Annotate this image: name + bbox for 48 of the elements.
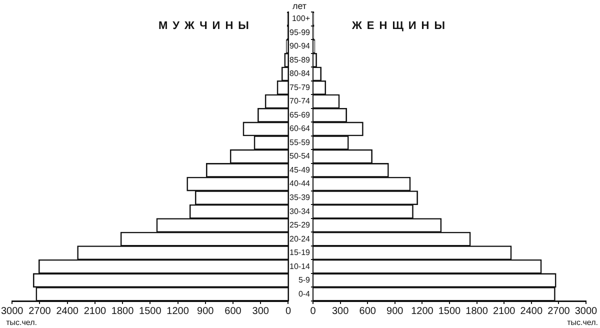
y-tick-label: 100+ bbox=[292, 14, 310, 24]
x-tick-label: 2400 bbox=[520, 306, 543, 317]
y-tick-label: 65-69 bbox=[290, 110, 311, 120]
text: ЖЕНЩИНЫ bbox=[350, 20, 450, 32]
x-tick-label: 2400 bbox=[56, 306, 79, 317]
y-tick-label: 80-84 bbox=[290, 69, 311, 78]
x-tick-label: 1500 bbox=[139, 306, 162, 317]
y-tick-label: 30-34 bbox=[290, 206, 311, 216]
x-tick-label: 600 bbox=[224, 306, 242, 317]
y-tick-label: 5-9 bbox=[298, 276, 311, 285]
y-tick-label: 20-24 bbox=[290, 234, 311, 244]
x-tick-label: 3000 bbox=[1, 306, 24, 317]
x-tick-label: 900 bbox=[386, 306, 404, 317]
y-tick-label: 45-49 bbox=[290, 165, 311, 174]
x-tick-label: 300 bbox=[332, 306, 350, 317]
y-tick-label: 55-59 bbox=[290, 138, 311, 147]
y-axis-title: лет bbox=[292, 0, 307, 11]
x-axis-title: тыс.чел. bbox=[567, 318, 598, 328]
y-tick-label: 40-44 bbox=[290, 179, 311, 188]
y-tick-label: 25-29 bbox=[290, 220, 311, 230]
x-tick-label: 1500 bbox=[438, 306, 462, 317]
y-tick-label: 35-39 bbox=[290, 192, 311, 202]
x-tick-label: 300 bbox=[252, 306, 270, 317]
x-tick-label: 3000 bbox=[574, 306, 598, 317]
x-tick-label: 0 bbox=[310, 306, 316, 317]
y-tick-label: 50-54 bbox=[290, 152, 311, 161]
y-tick-label: 95-99 bbox=[290, 28, 311, 37]
x-tick-label: 2100 bbox=[492, 306, 516, 317]
x-tick-label: 1800 bbox=[466, 306, 488, 317]
x-tick-label: 2700 bbox=[28, 306, 52, 317]
x-tick-label: 1200 bbox=[166, 306, 190, 317]
text: МУЖЧИНЫ bbox=[158, 20, 254, 32]
y-tick-label: 0-4 bbox=[298, 289, 311, 298]
x-tick-label: 600 bbox=[359, 306, 376, 317]
y-tick-label: 15-19 bbox=[290, 248, 311, 258]
y-tick-label: 85-89 bbox=[290, 55, 311, 64]
y-tick-label: 10-14 bbox=[290, 262, 311, 271]
y-tick-label: 75-79 bbox=[290, 82, 311, 92]
x-tick-label: 0 bbox=[285, 306, 292, 317]
y-tick-label: 70-74 bbox=[290, 96, 311, 106]
x-tick-label: 1200 bbox=[411, 306, 434, 317]
y-tick-label: 60-64 bbox=[290, 124, 311, 134]
x-tick-label: 900 bbox=[197, 306, 214, 317]
x-tick-label: 2700 bbox=[548, 306, 570, 317]
x-tick-label: 2100 bbox=[84, 306, 107, 317]
x-tick-label: 1800 bbox=[111, 306, 134, 317]
y-tick-label: 90-94 bbox=[290, 42, 311, 51]
x-axis-title: тыс.чел. bbox=[6, 318, 38, 328]
